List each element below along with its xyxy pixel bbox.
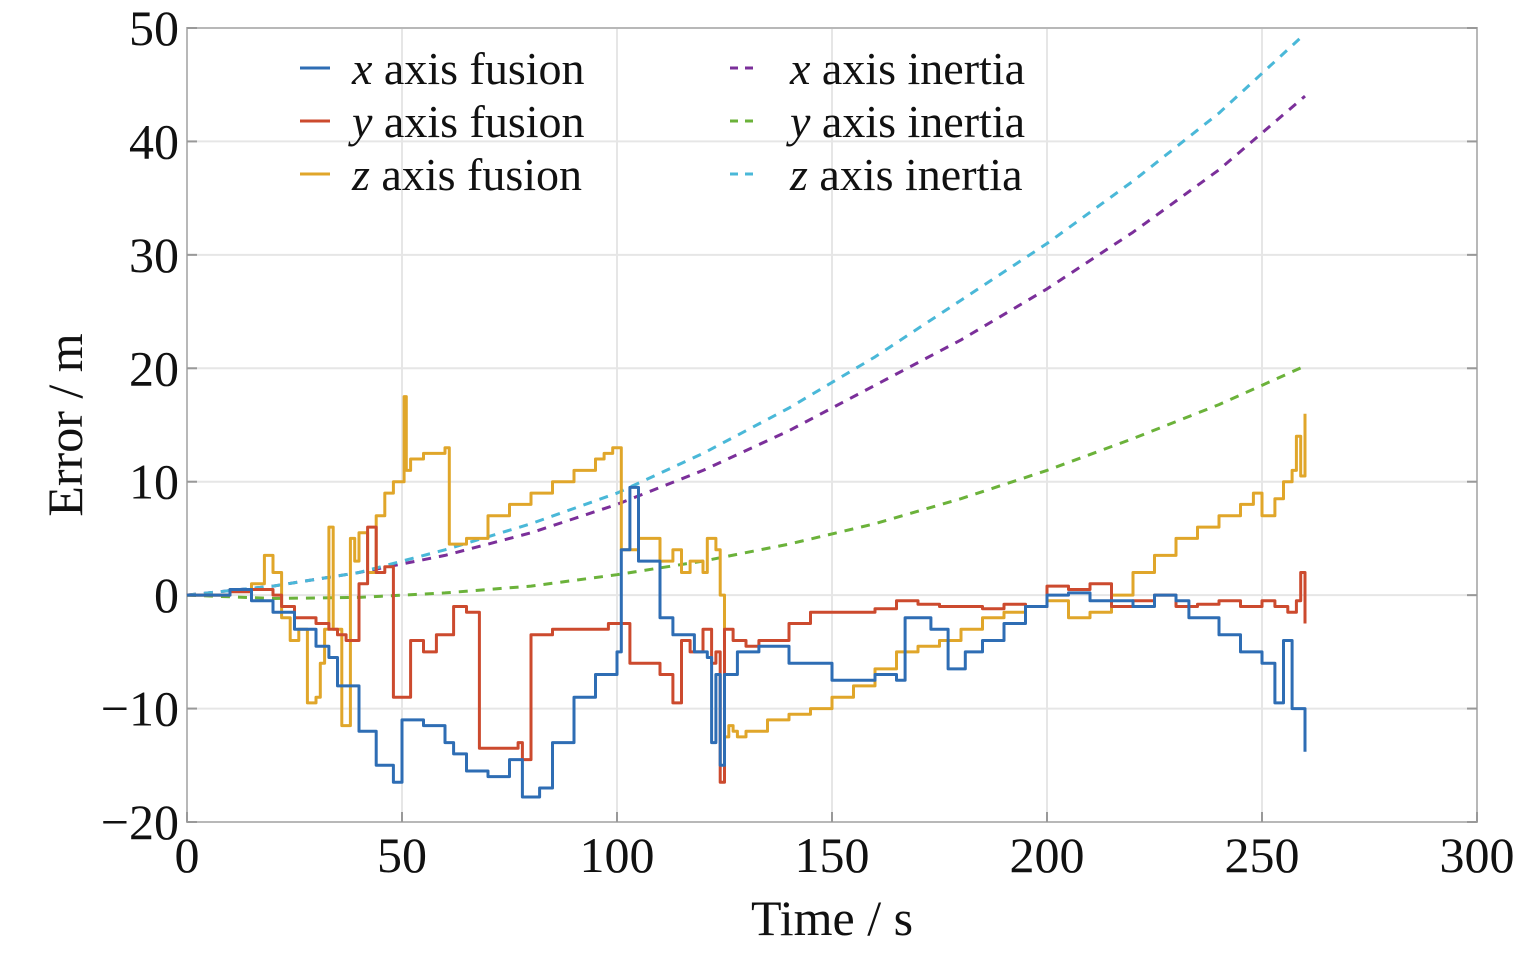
series-line-z-axis-fusion	[187, 395, 1307, 739]
y-axis-title: Error / m	[37, 333, 93, 516]
x-axis-title: Time / s	[751, 890, 913, 946]
series-line-z-axis-inertia	[186, 32, 1307, 597]
y-tick-label: 30	[129, 227, 179, 283]
tick-labels: 0 50 100 150 200 250 300 −20 −10 0 10 20 30 40 50	[101, 0, 1515, 883]
legend-item: x axis inertia	[730, 43, 1025, 94]
y-tick-label: 20	[129, 340, 179, 396]
y-tick-label: 10	[129, 454, 179, 510]
series-line-x-axis-fusion	[187, 485, 1307, 799]
x-tick-label: 200	[1010, 827, 1085, 883]
legend-label: z axis inertia	[789, 149, 1023, 200]
y-tick-label: 0	[154, 567, 179, 623]
series-line-y-axis-inertia	[186, 364, 1306, 600]
legend-item: y axis inertia	[730, 96, 1025, 147]
x-tick-label: 250	[1225, 827, 1300, 883]
y-tick-label: −20	[101, 794, 179, 850]
legend-label: x axis fusion	[351, 43, 585, 94]
y-tick-label: −10	[101, 681, 179, 737]
y-tick-label: 50	[129, 0, 179, 56]
x-tick-label: 150	[795, 827, 870, 883]
legend-label: y axis fusion	[348, 96, 585, 147]
y-tick-label: 40	[129, 113, 179, 169]
legend-item: z axis fusion	[300, 149, 582, 200]
legend-label: x axis inertia	[789, 43, 1025, 94]
legend-label: y axis inertia	[786, 96, 1025, 147]
legend-item: y axis fusion	[300, 96, 585, 147]
legend-item: x axis fusion	[300, 43, 585, 94]
series-layer	[186, 32, 1307, 799]
series-line-y-axis-fusion	[187, 525, 1307, 784]
legend-label: z axis fusion	[351, 149, 582, 200]
x-tick-label: 300	[1440, 827, 1515, 883]
x-tick-label: 100	[580, 827, 655, 883]
legend-item: z axis inertia	[730, 149, 1023, 200]
axis-ticks	[186, 27, 1478, 823]
x-tick-label: 0	[175, 827, 200, 883]
x-tick-label: 50	[377, 827, 427, 883]
